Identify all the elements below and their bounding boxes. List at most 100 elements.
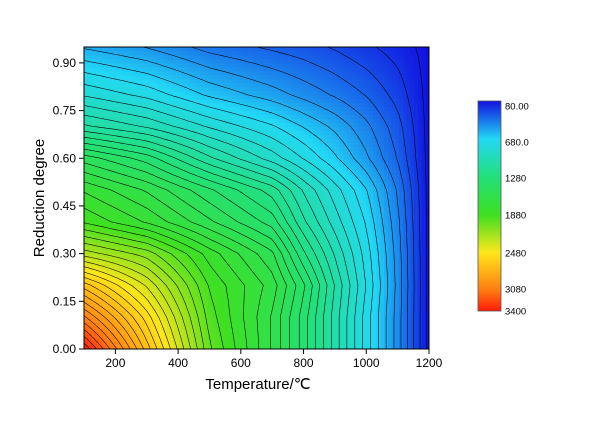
contour-cell <box>170 313 175 318</box>
contour-cell <box>102 82 108 88</box>
contour-cell <box>177 90 183 96</box>
contour-cell <box>185 114 190 120</box>
contour-cell <box>241 205 246 211</box>
contour-cell <box>312 178 318 183</box>
contour-cell <box>249 317 254 322</box>
contour-cell <box>99 249 104 255</box>
contour-cell <box>185 158 190 163</box>
contour-cell <box>114 198 119 203</box>
contour-cell <box>181 50 186 56</box>
contour-cell <box>305 277 310 283</box>
contour-cell <box>102 209 108 215</box>
contour-cell <box>286 201 291 207</box>
contour-cell <box>305 313 310 318</box>
contour-cell <box>110 321 115 326</box>
contour-cell <box>170 198 175 203</box>
contour-cell <box>125 154 130 159</box>
contour-cell <box>312 297 318 302</box>
contour-cell <box>159 225 164 231</box>
contour-cell <box>256 297 261 302</box>
contour-cell <box>267 281 273 287</box>
contour-cell <box>147 118 153 124</box>
contour-cell <box>294 317 299 322</box>
contour-cell <box>249 305 254 310</box>
contour-cell <box>249 134 254 139</box>
contour-cell <box>155 78 160 84</box>
contour-cell <box>222 225 228 231</box>
contour-cell <box>162 237 168 243</box>
contour-cell <box>144 305 149 310</box>
contour-cell <box>260 225 265 231</box>
contour-cell <box>162 190 168 195</box>
contour-cell <box>245 305 250 310</box>
contour-cell <box>316 233 321 239</box>
contour-cell <box>320 78 325 84</box>
contour-cell <box>121 134 126 139</box>
contour-cell <box>309 178 314 183</box>
contour-cell <box>226 106 231 112</box>
contour-cell <box>286 150 291 155</box>
contour-cell <box>267 66 273 72</box>
contour-cell <box>196 58 201 64</box>
contour-cell <box>219 217 224 223</box>
contour-cell <box>196 261 201 267</box>
contour-cell <box>136 70 141 76</box>
contour-cell <box>121 317 126 322</box>
contour-cell <box>177 47 183 52</box>
contour-cell <box>166 47 171 52</box>
contour-cell <box>95 150 100 155</box>
contour-cell <box>95 142 100 147</box>
contour-cell <box>110 269 115 275</box>
contour-cell <box>327 301 333 306</box>
contour-cell <box>271 47 276 52</box>
contour-cell <box>226 277 231 283</box>
contour-cell <box>297 98 303 104</box>
contour-cell <box>252 253 258 259</box>
contour-cell <box>207 273 213 279</box>
contour-cell <box>252 269 258 275</box>
contour-cell <box>282 182 288 187</box>
contour-cell <box>219 82 224 88</box>
contour-cell <box>151 154 156 159</box>
contour-cell <box>309 233 314 239</box>
contour-cell <box>312 289 318 294</box>
contour-cell <box>132 146 138 151</box>
contour-cell <box>271 277 276 283</box>
contour-cell <box>121 217 126 223</box>
contour-cell <box>279 305 284 310</box>
contour-cell <box>106 82 111 88</box>
contour-cell <box>192 158 198 163</box>
contour-cell <box>204 102 209 108</box>
contour-cell <box>144 74 149 80</box>
contour-cell <box>211 321 216 326</box>
contour-cell <box>211 297 216 302</box>
contour-cell <box>271 122 276 128</box>
contour-cell <box>264 217 269 223</box>
contour-cell <box>192 337 198 342</box>
contour-cell <box>129 305 134 310</box>
contour-cell <box>207 54 213 60</box>
contour-cell <box>275 337 280 342</box>
contour-cell <box>177 94 183 100</box>
contour-cell <box>99 58 104 64</box>
contour-cell <box>309 337 314 342</box>
contour-cell <box>297 309 303 314</box>
contour-cell <box>155 201 160 207</box>
contour-cell <box>264 329 269 334</box>
contour-cell <box>121 142 126 147</box>
contour-cell <box>324 321 329 326</box>
contour-cell <box>117 94 123 100</box>
contour-cell <box>162 66 168 72</box>
contour-cell <box>129 277 134 283</box>
contour-cell <box>204 134 209 139</box>
contour-cell <box>174 186 179 191</box>
contour-cell <box>294 229 299 235</box>
contour-cell <box>177 146 183 151</box>
contour-cell <box>316 253 321 259</box>
contour-cell <box>260 321 265 326</box>
contour-cell <box>181 205 186 211</box>
contour-cell <box>155 154 160 159</box>
contour-cell <box>320 221 325 227</box>
contour-cell <box>226 249 231 255</box>
contour-cell <box>286 130 291 136</box>
